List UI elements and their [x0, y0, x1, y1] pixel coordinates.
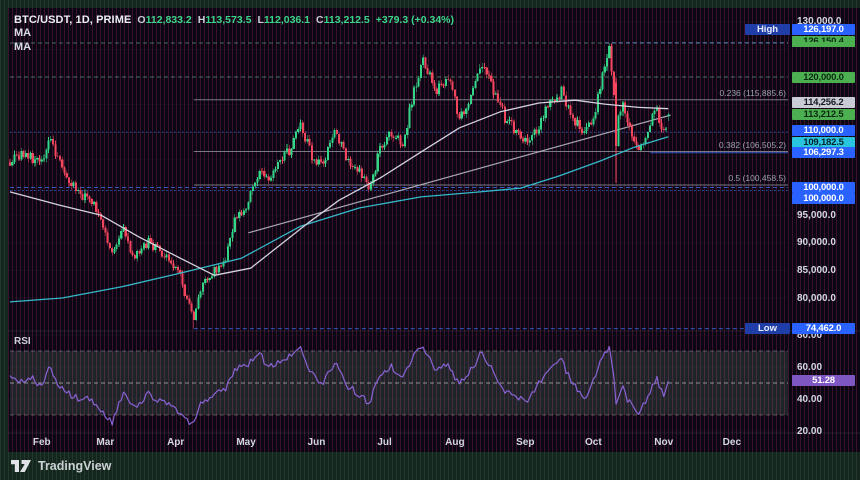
symbol-title: BTC/USDT, 1D, PRIME: [14, 14, 132, 26]
ma-legend-2[interactable]: MA: [14, 41, 32, 53]
symbol-legend[interactable]: BTC/USDT, 1D, PRIME O112,833.2 H113,573.5 L…: [14, 12, 454, 27]
close-key: C: [316, 14, 324, 26]
tradingview-logo-icon[interactable]: [10, 456, 32, 476]
change-value: +379.3 (+0.34%): [375, 14, 454, 26]
open-key: O: [137, 14, 146, 26]
footer-brand[interactable]: TradingView: [38, 459, 112, 473]
chart-canvas[interactable]: [8, 8, 860, 452]
footer-bar: TradingView: [0, 452, 860, 480]
ma-legend-1[interactable]: MA: [14, 27, 32, 39]
high-key: H: [197, 14, 206, 26]
close-value: 113,212.5: [323, 14, 370, 26]
low-value: 112,036.1: [263, 14, 311, 26]
rsi-pane-title[interactable]: RSI: [14, 336, 31, 347]
low-key: L: [257, 14, 264, 26]
open-value: 112,833.2: [145, 14, 192, 26]
high-value: 113,573.5: [205, 14, 252, 26]
